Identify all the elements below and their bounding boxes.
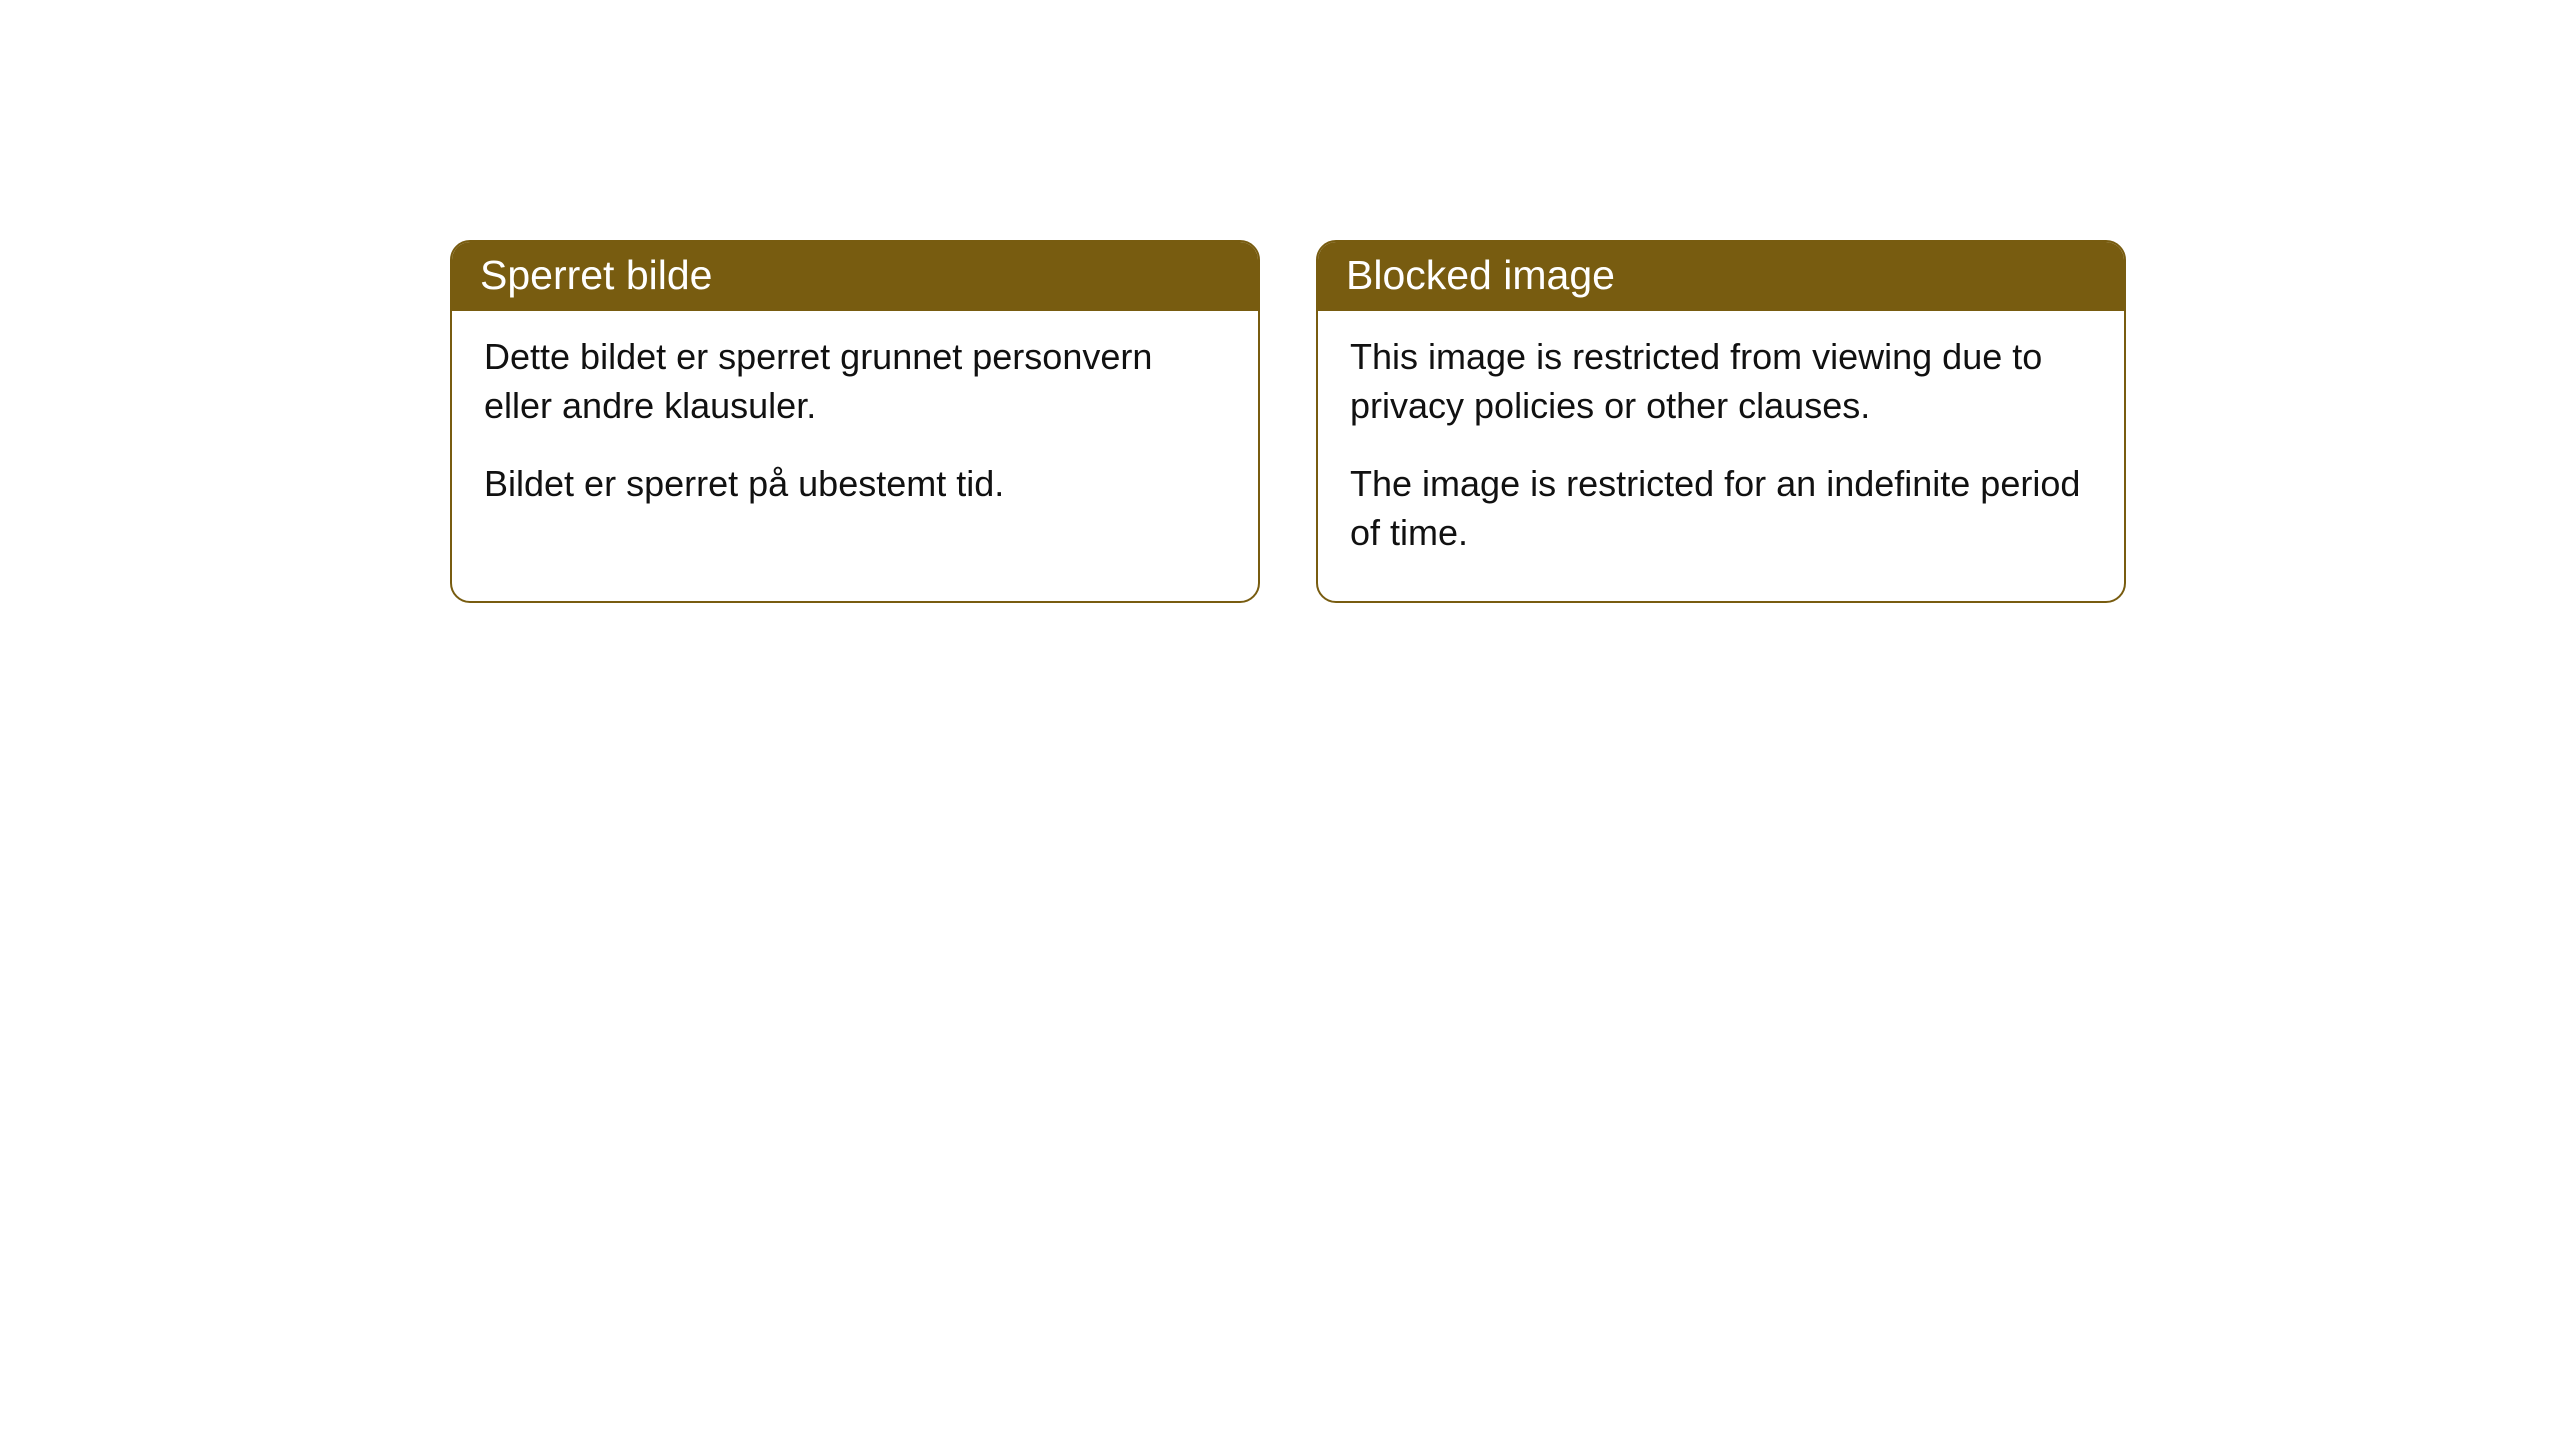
card-paragraph-1: Dette bildet er sperret grunnet personve… xyxy=(484,333,1226,430)
card-paragraph-2: Bildet er sperret på ubestemt tid. xyxy=(484,460,1226,509)
card-header: Blocked image xyxy=(1318,242,2124,311)
card-body: This image is restricted from viewing du… xyxy=(1318,311,2124,601)
card-english: Blocked image This image is restricted f… xyxy=(1316,240,2126,603)
card-norwegian: Sperret bilde Dette bildet er sperret gr… xyxy=(450,240,1260,603)
cards-container: Sperret bilde Dette bildet er sperret gr… xyxy=(450,240,2560,603)
card-paragraph-1: This image is restricted from viewing du… xyxy=(1350,333,2092,430)
card-header: Sperret bilde xyxy=(452,242,1258,311)
card-paragraph-2: The image is restricted for an indefinit… xyxy=(1350,460,2092,557)
card-body: Dette bildet er sperret grunnet personve… xyxy=(452,311,1258,553)
